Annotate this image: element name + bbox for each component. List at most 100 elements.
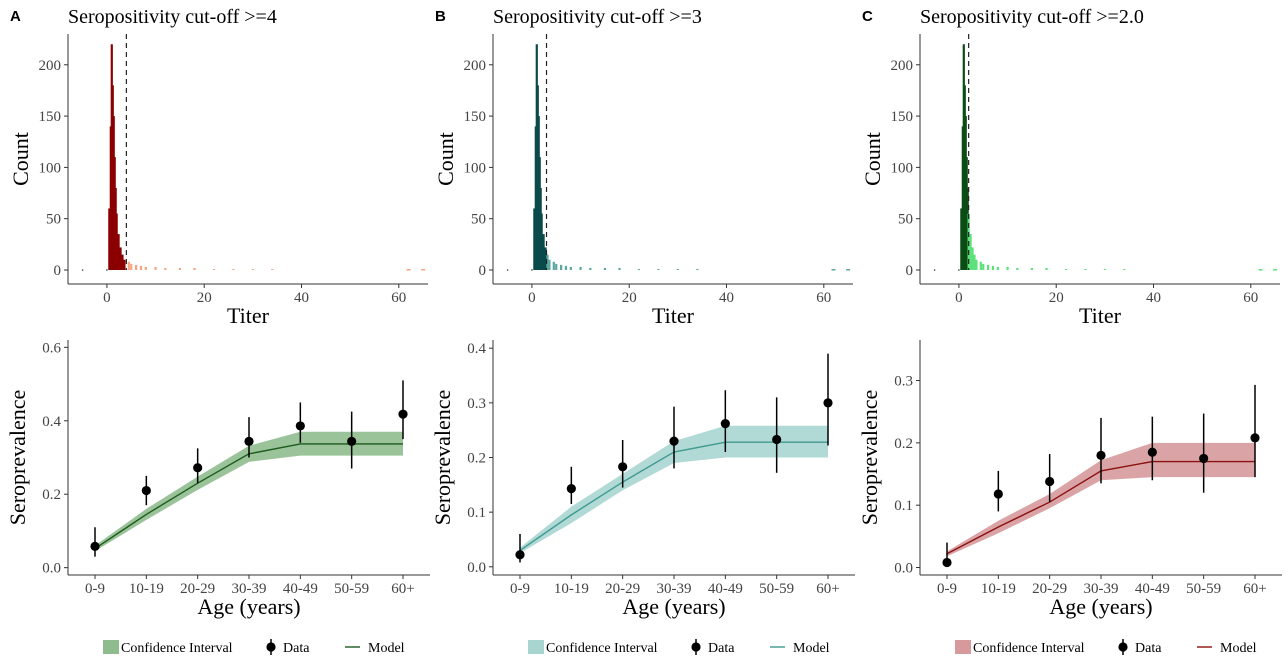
legend-model-label: Model: [793, 641, 830, 656]
histogram-bar-seropositive: [982, 263, 985, 270]
legend-ci-swatch: [955, 640, 971, 654]
x-tick-label: 10-19: [554, 581, 589, 597]
histogram-bar-seropositive: [973, 254, 976, 270]
histogram-title: Seropositivity cut-off >=3: [493, 6, 702, 28]
histogram-bar-seropositive: [1016, 267, 1019, 270]
y-tick-label: 200: [891, 58, 914, 74]
histogram-bar-seropositive: [546, 254, 549, 270]
histogram-title: Seropositivity cut-off >=2.0: [920, 6, 1144, 28]
histogram-bar-seronegative: [115, 213, 118, 270]
histogram-title: Seropositivity cut-off >=4: [68, 6, 277, 28]
x-axis-title: Titer: [652, 303, 695, 328]
histogram-bar-seropositive: [831, 269, 836, 271]
x-tick-label: 60+: [1243, 581, 1266, 597]
x-axis-title: Age (years): [622, 594, 725, 619]
x-tick-label: 20-29: [180, 581, 215, 597]
y-tick-label: 50: [471, 212, 486, 228]
x-tick-label: 0-9: [510, 581, 530, 597]
y-tick-label: 0.1: [467, 505, 486, 521]
histogram-bar-seronegative: [533, 208, 536, 270]
y-tick-label: 0: [54, 263, 62, 279]
histogram-bar-seropositive: [1045, 267, 1048, 270]
y-axis-title: Count: [8, 132, 33, 186]
legend-ci-label: Confidence Interval: [121, 641, 233, 656]
data-point: [823, 398, 833, 408]
histogram-bar-seropositive: [193, 267, 196, 270]
y-tick-label: 0.2: [467, 451, 486, 467]
x-tick-label: 0-9: [937, 581, 957, 597]
x-tick-label: 0: [528, 290, 536, 306]
histogram-bar-seropositive: [579, 266, 582, 270]
histogram-bar-seropositive: [637, 268, 641, 270]
data-point: [1199, 453, 1209, 464]
histogram-bar-seropositive: [212, 268, 216, 270]
data-point: [942, 557, 952, 568]
data-point: [1096, 450, 1106, 460]
x-tick-label: 30-39: [657, 581, 692, 597]
data-point: [1250, 433, 1260, 443]
y-axis-title: Count: [860, 132, 885, 186]
histogram-bar-seropositive: [1006, 266, 1009, 270]
histogram-bar-seropositive: [271, 268, 274, 270]
histogram-bar-seropositive: [564, 265, 568, 270]
legend-data-label: Data: [283, 641, 310, 656]
legend: Confidence Interval Data Model: [103, 639, 405, 656]
histogram-bar-seronegative: [540, 213, 543, 270]
legend-ci-label: Confidence Interval: [973, 641, 1085, 656]
baseline-point: [531, 269, 533, 271]
y-tick-label: 0.4: [42, 414, 61, 430]
x-tick-label: 40-49: [1135, 581, 1170, 597]
y-tick-label: 0.3: [894, 374, 913, 390]
seroprevalence-plot: 0.0 0.1 0.2 0.3 0-9 10-19 20-29 30-39 40-49 50-59…: [857, 340, 1282, 619]
x-tick-label: 60+: [816, 581, 839, 597]
panel-a: A Seropositivity cut-off >=40501001502000…: [5, 6, 430, 656]
histogram-bar-seronegative: [108, 208, 111, 270]
legend: Confidence Interval Data Model: [955, 639, 1257, 656]
data-point: [772, 434, 782, 445]
data-point: [398, 409, 408, 419]
x-tick-label: 50-59: [1186, 581, 1221, 597]
x-axis-title: Age (years): [197, 594, 300, 619]
baseline-point: [958, 269, 960, 271]
histogram: 0 50 100 150 200 0 20 40 60 Titer Count: [860, 34, 1280, 328]
x-tick-label: 40-49: [708, 581, 743, 597]
x-tick-label: 20: [197, 290, 212, 306]
x-tick-label: 40: [294, 290, 309, 306]
histogram-bar-seropositive: [1123, 268, 1126, 270]
histogram-bar-seropositive: [548, 259, 551, 270]
y-tick-label: 100: [39, 160, 62, 176]
y-tick-label: 0.2: [42, 487, 61, 503]
x-tick-label: 20: [1049, 290, 1064, 306]
data-point: [720, 419, 730, 429]
data-point: [347, 436, 357, 446]
x-tick-label: 0-9: [85, 581, 105, 597]
seroprevalence-plot: 0.0 0.2 0.4 0.6 0-9 10-19 20-29 30-39 40-49 50-59…: [5, 340, 430, 619]
histogram-bar-seropositive: [178, 267, 181, 270]
legend-ci-swatch: [528, 640, 544, 654]
y-tick-label: 0: [906, 263, 914, 279]
x-tick-label: 60: [816, 290, 831, 306]
y-tick-label: 0.0: [42, 561, 61, 577]
histogram-bar-seropositive: [676, 268, 679, 270]
y-tick-label: 150: [464, 109, 487, 125]
y-tick-label: 0.0: [894, 561, 913, 577]
histogram-bar-seropositive: [969, 234, 972, 270]
panel-b: B Seropositivity cut-off >=30501001502000…: [430, 6, 855, 656]
histogram-bar-seropositive: [135, 264, 138, 270]
data-point: [141, 485, 151, 496]
panel-letter: A: [10, 8, 21, 25]
histogram-bar-seronegative: [542, 234, 545, 270]
x-tick-label: 50-59: [334, 581, 369, 597]
histogram-bar-seropositive: [164, 267, 167, 270]
x-axis-title: Titer: [1079, 303, 1122, 328]
y-tick-label: 200: [464, 58, 487, 74]
x-tick-label: 20: [622, 290, 637, 306]
legend-model-label: Model: [368, 641, 405, 656]
legend-model-label: Model: [1220, 641, 1257, 656]
x-tick-label: 40-49: [283, 581, 318, 597]
data-point: [515, 550, 525, 560]
histogram-bar-seropositive: [696, 268, 699, 270]
histogram-bar-seropositive: [589, 267, 592, 270]
data-point: [244, 436, 254, 446]
